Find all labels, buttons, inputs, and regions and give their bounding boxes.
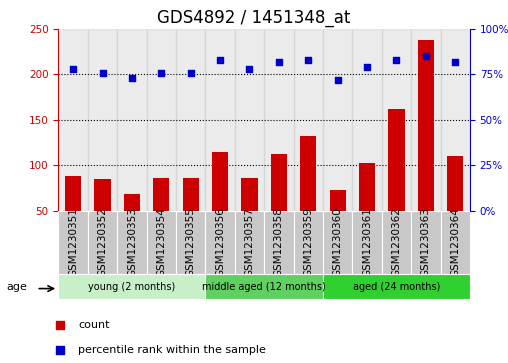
Bar [241, 178, 258, 211]
Text: GSM1230357: GSM1230357 [244, 207, 255, 277]
Bar [353, 29, 382, 211]
Bar [264, 29, 294, 211]
Bar [94, 179, 111, 211]
Point [157, 70, 166, 76]
Bar [65, 176, 81, 211]
Bar [147, 29, 176, 211]
Point [363, 64, 371, 70]
Bar [323, 29, 353, 211]
Text: GSM1230364: GSM1230364 [450, 207, 460, 277]
FancyBboxPatch shape [117, 211, 147, 274]
Text: GSM1230353: GSM1230353 [127, 207, 137, 277]
Bar [124, 194, 140, 211]
Text: GSM1230356: GSM1230356 [215, 207, 225, 277]
Bar [88, 29, 117, 211]
FancyBboxPatch shape [323, 274, 470, 299]
Bar [58, 29, 88, 211]
Text: percentile rank within the sample: percentile rank within the sample [78, 345, 266, 355]
FancyBboxPatch shape [411, 211, 440, 274]
Point [186, 70, 195, 76]
Point [334, 77, 342, 83]
Text: GSM1230363: GSM1230363 [421, 207, 431, 277]
Point [216, 57, 224, 63]
Bar [235, 29, 264, 211]
Point [392, 57, 400, 63]
FancyBboxPatch shape [205, 211, 235, 274]
Bar [411, 29, 440, 211]
FancyBboxPatch shape [58, 211, 88, 274]
FancyBboxPatch shape [440, 211, 470, 274]
FancyBboxPatch shape [353, 211, 382, 274]
FancyBboxPatch shape [323, 211, 353, 274]
Point [359, 215, 367, 221]
Bar [205, 29, 235, 211]
Bar [176, 29, 205, 211]
Text: age: age [7, 282, 27, 292]
Text: GSM1230352: GSM1230352 [98, 207, 108, 277]
Text: GSM1230359: GSM1230359 [303, 207, 313, 277]
Bar [117, 29, 147, 211]
Bar [271, 154, 287, 211]
Text: aged (24 months): aged (24 months) [353, 282, 440, 292]
Point [99, 70, 107, 76]
Text: GSM1230362: GSM1230362 [392, 207, 401, 277]
Point [451, 59, 459, 65]
Point [275, 59, 283, 65]
Text: GDS4892 / 1451348_at: GDS4892 / 1451348_at [157, 9, 351, 27]
Text: GSM1230358: GSM1230358 [274, 207, 284, 277]
Point [304, 57, 312, 63]
FancyBboxPatch shape [147, 211, 176, 274]
Text: middle aged (12 months): middle aged (12 months) [202, 282, 326, 292]
Bar [447, 156, 463, 211]
FancyBboxPatch shape [176, 211, 205, 274]
Point [128, 75, 136, 81]
FancyBboxPatch shape [264, 211, 294, 274]
Text: young (2 months): young (2 months) [88, 282, 176, 292]
FancyBboxPatch shape [58, 274, 205, 299]
FancyBboxPatch shape [294, 211, 323, 274]
FancyBboxPatch shape [235, 211, 264, 274]
Text: GSM1230354: GSM1230354 [156, 207, 166, 277]
FancyBboxPatch shape [205, 274, 323, 299]
Point [69, 66, 77, 72]
Text: GSM1230351: GSM1230351 [68, 207, 78, 277]
Bar [418, 40, 434, 211]
Text: count: count [78, 320, 110, 330]
Bar [212, 152, 228, 211]
Point [245, 66, 253, 72]
Bar [440, 29, 470, 211]
Bar [330, 189, 346, 211]
Bar [153, 178, 169, 211]
Text: GSM1230361: GSM1230361 [362, 207, 372, 277]
Bar [359, 163, 375, 211]
Text: GSM1230355: GSM1230355 [186, 207, 196, 277]
FancyBboxPatch shape [382, 211, 411, 274]
Bar [382, 29, 411, 211]
FancyBboxPatch shape [88, 211, 117, 274]
Text: GSM1230360: GSM1230360 [333, 207, 342, 277]
Bar [388, 109, 404, 211]
Point [422, 53, 430, 59]
Bar [294, 29, 323, 211]
Bar [300, 136, 316, 211]
Bar [182, 178, 199, 211]
